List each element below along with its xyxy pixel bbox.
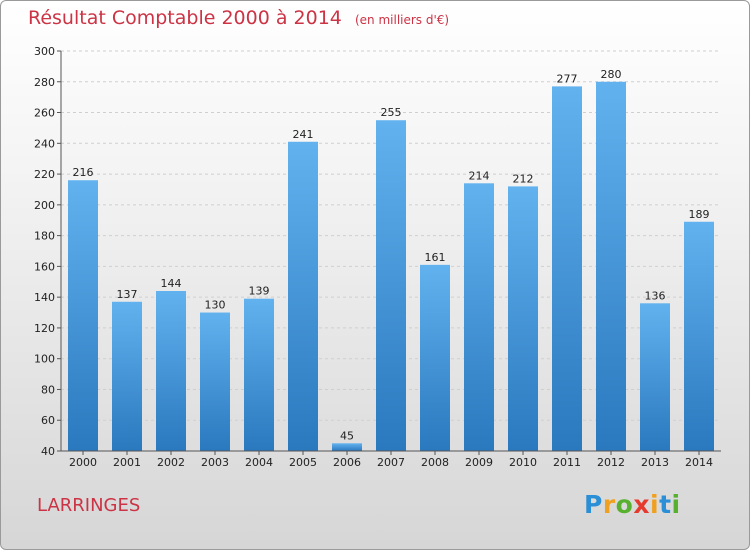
- data-label: 216: [73, 166, 94, 179]
- data-label: 280: [601, 68, 622, 81]
- chart-title: Résultat Comptable 2000 à 2014 (en milli…: [28, 7, 449, 29]
- data-label: 137: [117, 288, 138, 301]
- bar: [68, 180, 98, 451]
- x-tick-label: 2009: [465, 456, 493, 469]
- y-tick-label: 220: [34, 168, 55, 181]
- bar: [244, 298, 274, 451]
- x-tick-label: 2007: [377, 456, 405, 469]
- data-label: 277: [557, 72, 578, 85]
- axes: [57, 50, 721, 455]
- data-label: 144: [161, 277, 182, 290]
- bar: [684, 221, 714, 451]
- y-tick-label: 240: [34, 137, 55, 150]
- x-tick-label: 2014: [685, 456, 713, 469]
- x-tick-label: 2006: [333, 456, 361, 469]
- data-label: 255: [381, 106, 402, 119]
- chart-unit-text: (en milliers d'€): [354, 13, 450, 27]
- chart-title-text: Résultat Comptable 2000 à 2014: [28, 7, 342, 29]
- bar: [596, 81, 626, 452]
- x-tick-label: 2012: [597, 456, 625, 469]
- x-tick-label: 2008: [421, 456, 449, 469]
- bar: [288, 141, 318, 451]
- y-tick-label: 140: [34, 291, 55, 304]
- y-tick-label: 40: [41, 445, 55, 458]
- x-tick-label: 2013: [641, 456, 669, 469]
- data-label: 189: [689, 208, 710, 221]
- bar: [552, 86, 582, 451]
- x-tick-label: 2003: [201, 456, 229, 469]
- data-label: 45: [340, 429, 354, 442]
- commune-name: LARRINGES: [37, 495, 141, 516]
- bar: [156, 291, 186, 451]
- y-tick-label: 160: [34, 260, 55, 273]
- y-tick-label: 280: [34, 76, 55, 89]
- data-label: 136: [645, 289, 666, 302]
- y-tick-label: 80: [41, 383, 55, 396]
- bar: [508, 186, 538, 451]
- bar: [640, 303, 670, 451]
- bar: [332, 443, 362, 451]
- data-label: 212: [513, 172, 534, 185]
- logo-letter: o: [615, 490, 634, 519]
- logo-letter: r: [602, 490, 616, 519]
- x-tick-label: 2001: [113, 456, 141, 469]
- y-tick-label: 180: [34, 230, 55, 243]
- logo-letter: x: [633, 490, 650, 519]
- x-tick-label: 2010: [509, 456, 537, 469]
- data-label: 214: [469, 169, 490, 182]
- logo-letter: i: [671, 490, 681, 519]
- y-tick-label: 60: [41, 414, 55, 427]
- bars: [68, 81, 714, 452]
- logo-letter: t: [659, 490, 672, 519]
- bar: [420, 264, 450, 451]
- y-tick-label: 100: [34, 353, 55, 366]
- x-tick-label: 2000: [69, 456, 97, 469]
- data-label: 130: [205, 299, 226, 312]
- y-tick-label: 300: [34, 45, 55, 58]
- x-tick-label: 2005: [289, 456, 317, 469]
- logo-letter: i: [650, 490, 660, 519]
- x-tick-label: 2004: [245, 456, 273, 469]
- bar: [376, 120, 406, 451]
- y-tick-label: 120: [34, 322, 55, 335]
- proxiti-logo: Proxiti: [584, 490, 681, 519]
- labels: 40 60 80 100 120 140 160 180 200 220 240 260 280 300 2…: [34, 45, 713, 469]
- x-tick-label: 2002: [157, 456, 185, 469]
- bar: [200, 312, 230, 451]
- y-tick-label: 260: [34, 107, 55, 120]
- logo-letter: P: [584, 490, 603, 519]
- data-label: 241: [293, 128, 314, 141]
- data-label: 161: [425, 251, 446, 264]
- y-tick-label: 200: [34, 199, 55, 212]
- data-label: 139: [249, 285, 270, 298]
- x-tick-label: 2011: [553, 456, 581, 469]
- bar: [112, 301, 142, 451]
- bar: [464, 183, 494, 452]
